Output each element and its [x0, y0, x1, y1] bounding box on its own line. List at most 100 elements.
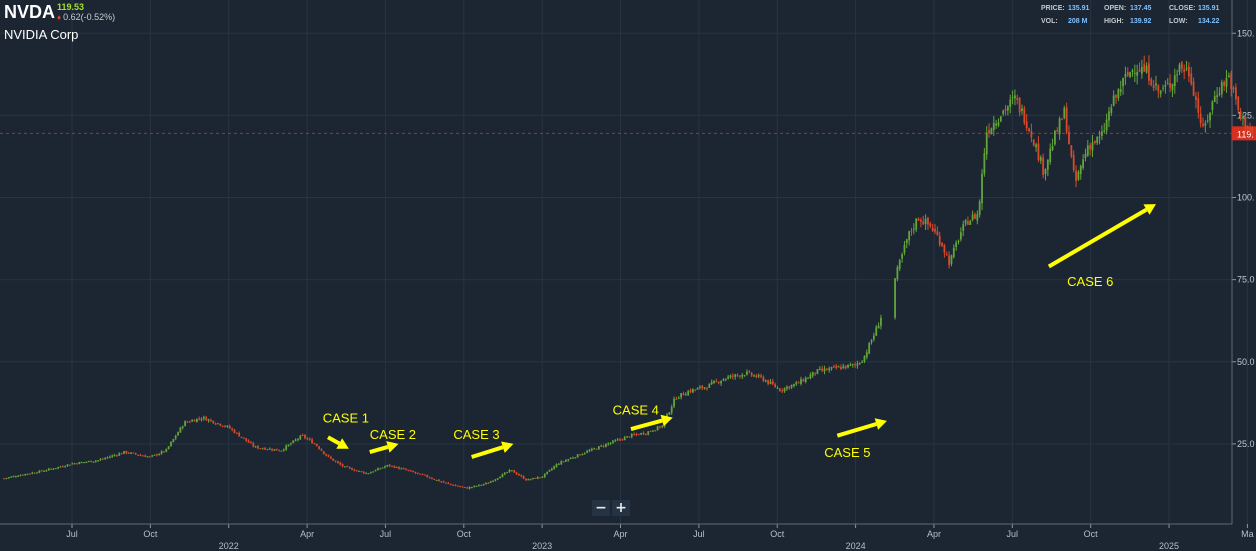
- candle-body: [929, 223, 932, 227]
- candle-body: [287, 444, 290, 447]
- candle-body: [1082, 159, 1085, 168]
- case-label: CASE 1: [323, 411, 369, 426]
- candle-body: [438, 479, 440, 482]
- x-tick-label: Apr: [927, 529, 941, 539]
- candle-body: [1195, 96, 1197, 100]
- case-arrow-shaft: [369, 444, 389, 455]
- candle-body: [228, 426, 231, 429]
- candle-body: [1101, 131, 1103, 136]
- candle-body: [353, 469, 356, 471]
- zoom-controls: − +: [592, 500, 630, 516]
- candle-body: [499, 476, 502, 479]
- candle-body: [602, 445, 605, 447]
- candle-body: [33, 472, 36, 474]
- candle-body: [506, 472, 509, 474]
- candle-body: [1204, 123, 1207, 126]
- candle-body: [440, 481, 443, 483]
- zoom-in-button[interactable]: +: [612, 500, 630, 516]
- candle-body: [423, 474, 426, 476]
- y-tick-label: 125.: [1237, 110, 1255, 120]
- candle-body: [1157, 85, 1160, 92]
- candle-body: [971, 214, 974, 220]
- candle-body: [786, 386, 788, 389]
- candle-body: [1190, 73, 1193, 85]
- candle-body: [1166, 83, 1169, 85]
- candle-body: [644, 433, 647, 435]
- candle-body: [179, 427, 182, 433]
- candle-body: [348, 467, 351, 469]
- candle-body: [964, 220, 967, 224]
- candle-body: [163, 451, 165, 453]
- candle-body: [1133, 72, 1136, 74]
- candle-body: [1023, 108, 1026, 123]
- candle-body: [701, 385, 704, 389]
- candle-body: [104, 458, 107, 460]
- candle-body: [597, 446, 600, 450]
- candle-body: [1225, 77, 1228, 87]
- candle-body: [790, 384, 793, 388]
- candle-body: [938, 235, 941, 245]
- candle-body: [492, 480, 494, 482]
- candle-body: [898, 260, 901, 269]
- candle-body: [1077, 171, 1080, 180]
- candle-body: [1145, 65, 1148, 73]
- case-label: CASE 2: [370, 427, 416, 442]
- candle-body: [501, 474, 504, 478]
- candle-body: [1140, 67, 1143, 74]
- candle-body: [416, 472, 419, 474]
- zoom-out-button[interactable]: −: [592, 500, 610, 516]
- current-price-tag-label: 119.: [1237, 129, 1254, 139]
- candle-body: [325, 453, 328, 456]
- candle-body: [478, 484, 480, 486]
- candle-body: [391, 465, 393, 467]
- candle-body: [903, 244, 906, 253]
- close-value: 135.91: [1198, 5, 1220, 12]
- candle-body: [1105, 119, 1108, 131]
- x-tick-label: Oct: [770, 529, 785, 539]
- x-year-label: 2025: [1159, 541, 1179, 551]
- candle-body: [409, 470, 412, 472]
- candle-body: [922, 221, 925, 225]
- case-label: CASE 3: [453, 427, 499, 442]
- candle-body: [240, 436, 243, 438]
- candle-body: [29, 473, 31, 475]
- price-label: PRICE:: [1041, 5, 1065, 12]
- candle-body: [588, 450, 591, 452]
- candle-body: [962, 224, 965, 231]
- candle-body: [694, 389, 697, 391]
- candle-body: [550, 468, 553, 471]
- candle-body: [245, 438, 248, 441]
- candle-body: [1028, 128, 1030, 132]
- candle-body: [828, 368, 831, 371]
- candle-body: [746, 371, 748, 375]
- candle-body: [435, 479, 438, 481]
- candle-body: [52, 468, 55, 470]
- candle-body: [703, 387, 706, 389]
- candle-body: [177, 432, 179, 436]
- candle-body: [1004, 109, 1007, 111]
- candle-body: [640, 432, 643, 435]
- price-block: 119.53 ♦ 0.62(-0.52%): [57, 2, 115, 23]
- candle-body: [146, 456, 149, 458]
- candle-body: [1192, 81, 1195, 96]
- candle-body: [372, 471, 375, 473]
- candle-body: [264, 447, 266, 450]
- candle-body: [652, 430, 654, 432]
- candle-body: [842, 366, 845, 369]
- candle-body: [461, 486, 464, 488]
- candle-body: [61, 466, 64, 468]
- candle-body: [402, 468, 405, 470]
- candle-body: [297, 438, 299, 440]
- candle-body: [1068, 131, 1070, 145]
- candle-body: [203, 416, 205, 419]
- candle-body: [539, 477, 541, 479]
- candle-body: [945, 254, 948, 256]
- candle-body: [696, 387, 699, 390]
- candle-body: [677, 397, 680, 399]
- candle-body: [419, 473, 422, 475]
- candle-body: [456, 485, 459, 487]
- candle-body: [132, 452, 135, 454]
- candle-body: [454, 485, 457, 487]
- candle-body: [936, 231, 939, 236]
